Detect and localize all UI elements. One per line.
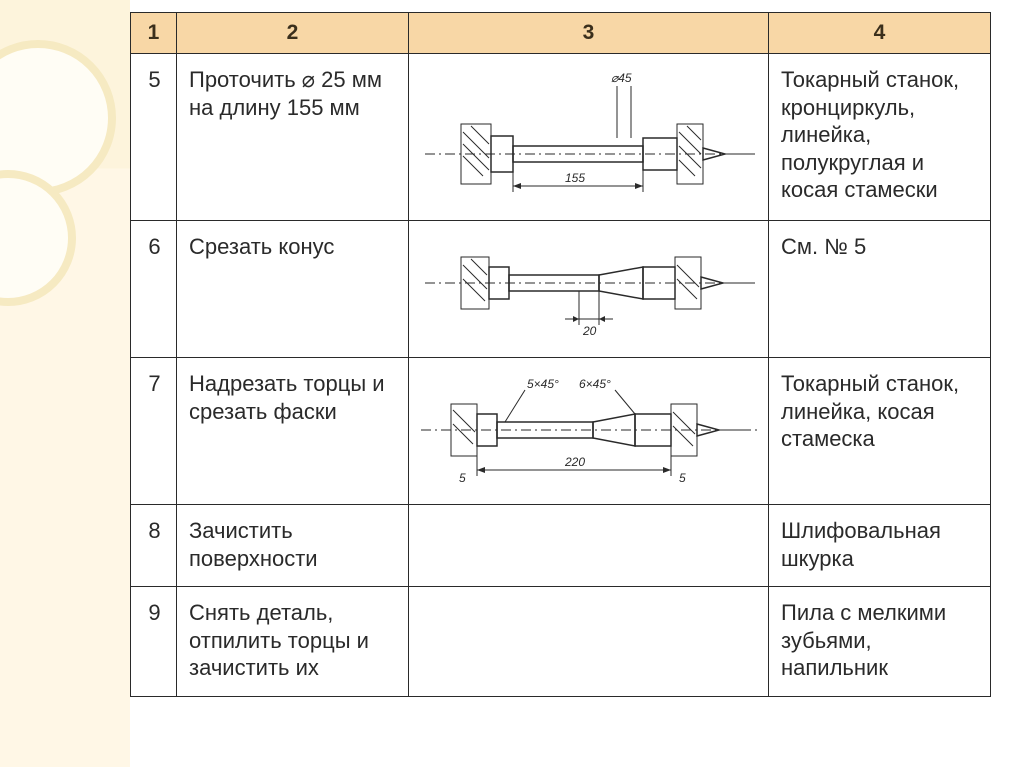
row-number: 9 [131,587,177,697]
col-header-1: 1 [131,13,177,54]
diagram-cell [409,505,769,587]
lathe-cone-diagram: 20 [425,233,755,343]
operation-text: Надрезать торцы и срезать фаски [177,358,409,505]
row-number: 7 [131,358,177,505]
tools-text: Токарный станок, линейка, косая стамеска [769,358,991,505]
operation-text: Снять деталь, отпилить торцы и зачистить… [177,587,409,697]
process-table: 1 2 3 4 5 Проточить ⌀ 25 мм на длину 155… [130,12,991,697]
lathe-chamfer-diagram: 5×45° 6×45° 220 5 5 [421,370,761,490]
table-row: 6 Срезать конус [131,221,991,358]
col-header-4: 4 [769,13,991,54]
table-row: 7 Надрезать торцы и срезать фаски [131,358,991,505]
row-number: 5 [131,54,177,221]
diagram-cell [409,587,769,697]
col-header-3: 3 [409,13,769,54]
table-header-row: 1 2 3 4 [131,13,991,54]
diagram-cell: ⌀45 155 [409,54,769,221]
dim-diameter: ⌀45 [611,71,632,85]
tools-text: Токарный станок, кронциркуль, линейка, п… [769,54,991,221]
operation-text: Проточить ⌀ 25 мм на длину 155 мм [177,54,409,221]
lathe-step-diagram: ⌀45 155 [425,66,755,206]
col-header-2: 2 [177,13,409,54]
row-number: 8 [131,505,177,587]
dim-chamfer-left: 5×45° [527,377,559,391]
tools-text: Шлифовальная шкурка [769,505,991,587]
table-row: 5 Проточить ⌀ 25 мм на длину 155 мм [131,54,991,221]
table-row: 9 Снять деталь, отпилить торцы и зачисти… [131,587,991,697]
operation-text: Срезать конус [177,221,409,358]
decorative-sidebar [0,0,130,767]
dim-length: 155 [565,171,585,185]
dim-chamfer-right: 6×45° [579,377,611,391]
dim-end-left: 5 [459,471,466,485]
diagram-cell: 20 [409,221,769,358]
operation-text: Зачистить поверхности [177,505,409,587]
dim-cone-length: 20 [582,324,597,338]
row-number: 6 [131,221,177,358]
dim-total-length: 220 [564,455,585,469]
table-row: 8 Зачистить поверхности Шлифовальная шку… [131,505,991,587]
dim-end-right: 5 [679,471,686,485]
tools-text: См. № 5 [769,221,991,358]
diagram-cell: 5×45° 6×45° 220 5 5 [409,358,769,505]
tools-text: Пила с мелкими зубьями, напильник [769,587,991,697]
